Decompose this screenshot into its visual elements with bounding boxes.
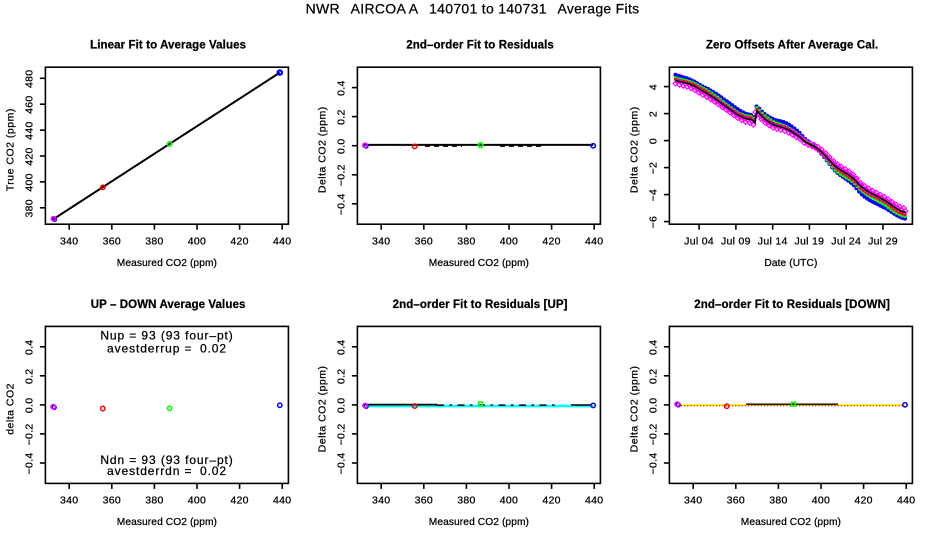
svg-text:0.0: 0.0: [336, 398, 348, 414]
svg-text:avestderrdn = 0.02: avestderrdn = 0.02: [107, 464, 227, 478]
svg-text:NWR AIRCOA A 140701 to 14073: NWR AIRCOA A 140701 to 140731 Average Fi…: [306, 1, 640, 17]
svg-text:Jul 14: Jul 14: [758, 236, 788, 248]
svg-text:Zero Offsets After Average Cal: Zero Offsets After Average Cal.: [706, 40, 878, 52]
svg-text:440: 440: [897, 495, 915, 507]
svg-text:Delta CO2 (ppm): Delta CO2 (ppm): [316, 106, 328, 193]
svg-text:Ndn = 93 (93 four–pt): Ndn = 93 (93 four–pt): [100, 453, 233, 467]
svg-text:Jul 04: Jul 04: [684, 236, 714, 248]
svg-text:−0.4: −0.4: [648, 453, 660, 475]
svg-text:420: 420: [230, 495, 248, 507]
svg-text:−0.2: −0.2: [336, 423, 348, 445]
svg-text:420: 420: [24, 147, 36, 165]
svg-text:360: 360: [727, 495, 745, 507]
svg-text:2: 2: [648, 111, 660, 117]
svg-text:340: 340: [60, 236, 78, 248]
svg-text:360: 360: [103, 236, 121, 248]
svg-text:Linear Fit to Average Values: Linear Fit to Average Values: [90, 40, 246, 52]
svg-text:Jul 09: Jul 09: [721, 236, 751, 248]
svg-text:340: 340: [684, 495, 702, 507]
svg-text:Measured CO2 (ppm): Measured CO2 (ppm): [429, 258, 529, 269]
svg-text:0.4: 0.4: [648, 340, 660, 356]
svg-text:−0.2: −0.2: [24, 423, 36, 445]
svg-text:Delta CO2 (ppm): Delta CO2 (ppm): [316, 365, 328, 452]
svg-text:420: 420: [230, 236, 248, 248]
svg-text:Delta CO2 (ppm): Delta CO2 (ppm): [628, 106, 640, 193]
svg-text:2nd–order Fit to Residuals [UP: 2nd–order Fit to Residuals [UP]: [393, 299, 568, 311]
svg-text:2nd–order Fit to Residuals: 2nd–order Fit to Residuals: [406, 40, 554, 52]
svg-text:380: 380: [457, 236, 475, 248]
svg-text:440: 440: [24, 121, 36, 139]
svg-text:360: 360: [415, 495, 433, 507]
svg-text:420: 420: [542, 495, 560, 507]
svg-text:−4: −4: [648, 189, 660, 202]
svg-text:380: 380: [24, 199, 36, 217]
svg-text:440: 440: [273, 236, 291, 248]
svg-text:380: 380: [769, 495, 787, 507]
svg-text:0.2: 0.2: [336, 109, 348, 125]
svg-text:0.0: 0.0: [648, 398, 660, 414]
svg-text:0.2: 0.2: [24, 369, 36, 385]
svg-text:Date (UTC): Date (UTC): [764, 258, 817, 269]
svg-text:Measured CO2 (ppm): Measured CO2 (ppm): [117, 517, 217, 528]
svg-text:Jul 24: Jul 24: [831, 236, 861, 248]
svg-text:380: 380: [145, 495, 163, 507]
svg-text:−2: −2: [648, 162, 660, 175]
svg-text:delta CO2: delta CO2: [4, 383, 16, 435]
svg-text:0.4: 0.4: [24, 340, 36, 356]
svg-text:2nd–order Fit to Residuals [DO: 2nd–order Fit to Residuals [DOWN]: [694, 299, 890, 311]
svg-text:400: 400: [188, 495, 206, 507]
svg-text:360: 360: [103, 495, 121, 507]
svg-text:0.0: 0.0: [24, 398, 36, 414]
svg-text:Measured CO2 (ppm): Measured CO2 (ppm): [741, 517, 841, 528]
svg-text:420: 420: [542, 236, 560, 248]
svg-text:340: 340: [60, 495, 78, 507]
svg-text:−6: −6: [648, 216, 660, 229]
svg-text:0.4: 0.4: [336, 340, 348, 356]
svg-text:0.2: 0.2: [648, 369, 660, 385]
svg-text:360: 360: [415, 236, 433, 248]
svg-text:440: 440: [273, 495, 291, 507]
svg-text:420: 420: [854, 495, 872, 507]
svg-text:−0.4: −0.4: [336, 193, 348, 215]
svg-text:Measured CO2 (ppm): Measured CO2 (ppm): [429, 517, 529, 528]
svg-text:440: 440: [585, 495, 603, 507]
svg-text:Jul 29: Jul 29: [868, 236, 898, 248]
svg-text:340: 340: [372, 236, 390, 248]
svg-text:0: 0: [648, 138, 660, 144]
svg-text:True CO2 (ppm): True CO2 (ppm): [4, 108, 16, 191]
svg-text:0.2: 0.2: [336, 369, 348, 385]
svg-text:400: 400: [188, 236, 206, 248]
svg-text:380: 380: [145, 236, 163, 248]
svg-text:0.0: 0.0: [336, 138, 348, 154]
svg-text:400: 400: [24, 173, 36, 191]
svg-text:460: 460: [24, 95, 36, 113]
svg-text:0.4: 0.4: [336, 80, 348, 96]
svg-text:avestderrup = 0.02: avestderrup = 0.02: [107, 341, 227, 355]
svg-text:400: 400: [812, 495, 830, 507]
svg-text:UP – DOWN Average Values: UP – DOWN Average Values: [91, 299, 246, 311]
svg-text:Delta CO2 (ppm): Delta CO2 (ppm): [628, 365, 640, 452]
svg-text:480: 480: [24, 70, 36, 88]
svg-text:−0.2: −0.2: [648, 423, 660, 445]
svg-text:−0.4: −0.4: [336, 453, 348, 475]
svg-text:440: 440: [585, 236, 603, 248]
svg-text:4: 4: [648, 84, 660, 90]
svg-text:Measured CO2 (ppm): Measured CO2 (ppm): [117, 258, 217, 269]
svg-text:400: 400: [500, 236, 518, 248]
svg-text:−0.2: −0.2: [336, 164, 348, 186]
svg-text:Jul 19: Jul 19: [794, 236, 824, 248]
svg-text:400: 400: [500, 495, 518, 507]
svg-text:Nup = 93 (93 four–pt): Nup = 93 (93 four–pt): [100, 329, 233, 343]
svg-text:380: 380: [457, 495, 475, 507]
svg-text:340: 340: [372, 495, 390, 507]
svg-text:−0.4: −0.4: [24, 453, 36, 475]
